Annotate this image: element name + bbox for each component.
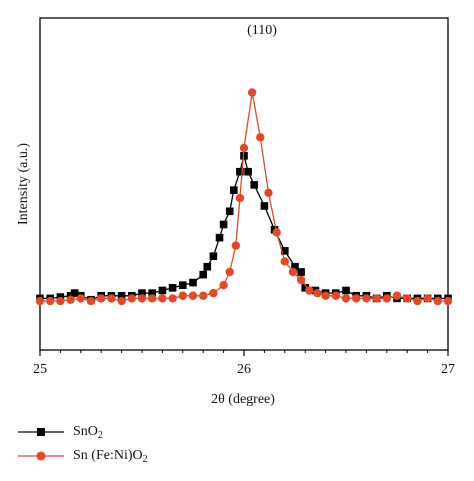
data-point-circle [392, 291, 402, 300]
data-point-square [203, 262, 212, 271]
data-point-circle [247, 88, 257, 97]
legend-label-sno2: SnO2 [73, 424, 103, 441]
data-point-square [215, 233, 224, 242]
data-point-square [297, 268, 305, 276]
data-point-square [179, 281, 187, 289]
data-point-circle [352, 294, 361, 303]
data-point-circle [199, 291, 208, 300]
data-point-circle [178, 291, 187, 300]
data-point-circle [107, 294, 116, 303]
data-point-circle [137, 294, 147, 303]
data-point-circle [264, 188, 273, 197]
data-point-circle [296, 275, 306, 285]
data-point-square [199, 270, 207, 279]
data-point-circle [362, 294, 371, 303]
data-point-square [219, 220, 228, 229]
data-point-square [291, 262, 299, 271]
data-point-circle [97, 294, 106, 303]
x-tick-label: 27 [441, 362, 455, 377]
x-tick-label: 26 [237, 362, 251, 377]
data-point-circle [148, 294, 157, 303]
series-layer [35, 88, 453, 306]
data-point-circle [341, 294, 351, 303]
data-point-circle [219, 281, 228, 290]
data-point-circle [256, 133, 265, 142]
data-point-circle [433, 296, 442, 306]
data-point-square [342, 286, 350, 295]
x-axis: 25 26 27 [33, 350, 455, 377]
data-point-circle [382, 294, 391, 303]
data-point-circle [423, 294, 432, 303]
data-point-square [225, 207, 234, 216]
data-point-square [236, 167, 244, 176]
y-axis-label: Intensity (a.u.) [16, 143, 31, 225]
legend-circle-marker-icon [18, 451, 64, 461]
data-point-circle [225, 267, 234, 277]
data-point-circle [76, 294, 86, 303]
data-point-circle [46, 296, 55, 306]
data-point-square [260, 202, 269, 210]
data-point-circle [188, 291, 198, 300]
data-point-square [117, 291, 126, 300]
data-point-square [168, 284, 177, 292]
data-point-circle [168, 294, 177, 303]
series-sno2 [36, 152, 452, 304]
data-point-square [70, 289, 79, 297]
data-point-square [209, 252, 218, 260]
data-point-square [230, 186, 238, 194]
data-point-circle [117, 296, 126, 306]
data-point-circle [127, 294, 136, 303]
data-point-square [244, 167, 252, 176]
data-point-square [148, 289, 156, 297]
data-point-circle [231, 241, 241, 250]
legend-label-sn-fe-ni-o2: Sn (Fe:Ni)O2 [73, 448, 148, 465]
data-point-circle [235, 193, 245, 203]
data-point-square [281, 247, 289, 255]
peak-annotation: (110) [247, 23, 277, 38]
series-sn-fe-ni-o2 [35, 88, 453, 306]
x-axis-label: 2θ (degree) [211, 392, 275, 407]
series-line [40, 155, 448, 301]
x-tick-label: 25 [33, 362, 47, 377]
data-point-circle [86, 296, 96, 306]
data-point-circle [209, 288, 218, 298]
data-point-circle [413, 296, 422, 306]
data-point-circle [443, 296, 453, 306]
data-point-square [250, 181, 258, 189]
data-point-circle [321, 291, 330, 300]
data-point-circle [280, 257, 289, 266]
data-point-square [158, 286, 167, 295]
data-point-square [301, 284, 309, 292]
legend-square-marker-icon [18, 428, 64, 436]
data-point-circle [372, 294, 381, 303]
data-point-square [138, 289, 146, 297]
series-line [40, 92, 448, 302]
data-point-circle [56, 296, 65, 306]
data-point-circle [403, 294, 412, 303]
data-point-circle [305, 286, 314, 295]
data-point-circle [331, 291, 340, 300]
data-point-circle [239, 143, 249, 153]
data-point-circle [288, 267, 298, 277]
data-point-circle [313, 288, 322, 298]
data-point-circle [158, 294, 167, 303]
data-point-circle [35, 296, 45, 306]
data-point-circle [66, 295, 75, 304]
data-point-circle [272, 228, 281, 237]
data-point-square [189, 278, 197, 287]
